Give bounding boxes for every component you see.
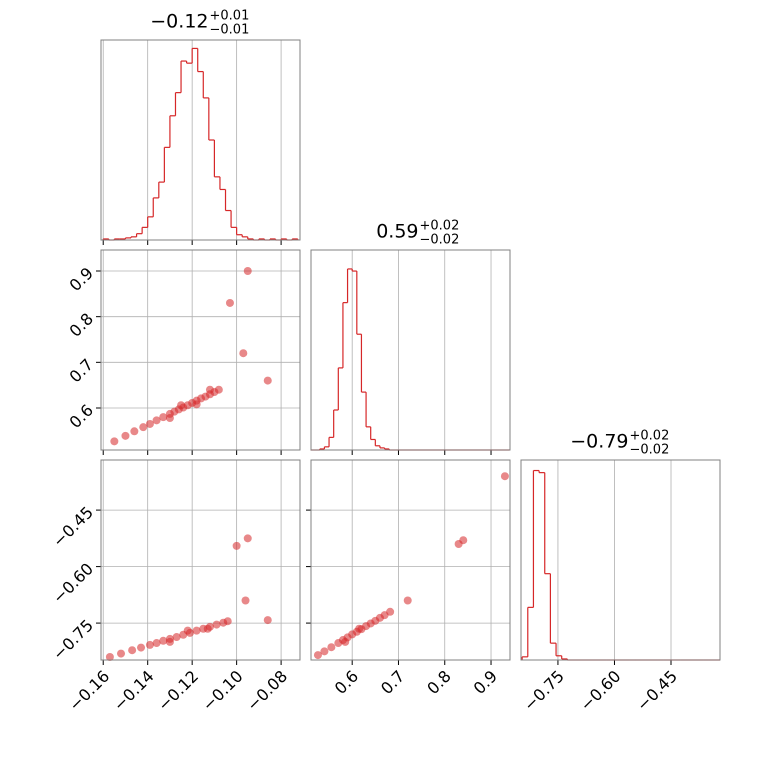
y-tick-label: 0.8 [66, 309, 97, 340]
sample-point [212, 620, 221, 629]
x-tick-label: 0.8 [423, 667, 454, 698]
sample-point [203, 624, 212, 633]
panel: 0.6 0.7 0.8 0.9 [66, 249, 301, 455]
x-tick-label: −0.75 [520, 667, 568, 715]
sample-point [165, 637, 174, 646]
sample-point [341, 637, 350, 646]
sample-point [223, 617, 232, 626]
x-tick-label: −0.60 [576, 667, 624, 715]
panel-title: −0.12 [150, 11, 208, 33]
y-tick-label: 0.7 [66, 355, 97, 386]
x-tick-label: 0.6 [331, 667, 362, 698]
sample-point [243, 534, 252, 543]
sample-point [172, 633, 181, 642]
sample-point [139, 423, 148, 432]
sample-point [500, 472, 509, 481]
axes-frame [310, 249, 511, 451]
axes-frame [100, 39, 301, 241]
sample-point [403, 596, 412, 605]
x-tick-label: −0.08 [243, 667, 291, 715]
sample-point [205, 385, 214, 394]
sample-point [313, 651, 322, 660]
sample-point [214, 385, 223, 394]
sample-point [327, 643, 336, 652]
sample-point [183, 626, 192, 635]
sample-point [225, 298, 234, 307]
axes-frame [520, 459, 721, 661]
sample-point [159, 413, 168, 422]
sample-point [386, 607, 395, 616]
panel: 0.6 0.7 0.8 0.9 [306, 459, 511, 698]
x-tick-label: −0.45 [633, 667, 681, 715]
panel: −0.75 −0.60 −0.45 −0.79 +0.02−0.02 [520, 429, 721, 715]
sample-point [239, 349, 248, 358]
sample-point [130, 427, 139, 436]
sample-point [152, 639, 161, 648]
panel: 0.59 +0.02−0.02 [310, 219, 511, 455]
sample-point [105, 652, 114, 661]
x-tick-label: −0.10 [199, 667, 247, 715]
sample-point [243, 267, 252, 276]
y-tick-label: 0.6 [66, 401, 97, 432]
x-tick-label: 0.7 [377, 667, 408, 698]
y-tick-label: −0.75 [49, 616, 97, 664]
title-lower: −0.02 [630, 443, 670, 458]
sample-point [192, 626, 201, 635]
sample-point [241, 596, 250, 605]
panel: −0.12 +0.01−0.01 [100, 9, 301, 245]
sample-point [117, 649, 126, 658]
axes-frame [100, 249, 301, 451]
sample-point [165, 414, 174, 423]
sample-point [152, 416, 161, 425]
x-tick-label: −0.14 [110, 667, 158, 715]
sample-point [177, 401, 186, 410]
title-lower: −0.02 [420, 233, 460, 248]
sample-point [232, 541, 241, 550]
sample-point [128, 646, 137, 655]
sample-point [459, 536, 468, 545]
title-upper: +0.02 [420, 219, 460, 234]
sample-point [355, 624, 364, 633]
axes-frame [310, 459, 511, 661]
sample-point [145, 640, 154, 649]
sample-point [320, 647, 329, 656]
y-tick-label: −0.45 [49, 503, 97, 551]
panel-title: 0.59 [376, 221, 418, 243]
y-tick-label: −0.60 [49, 559, 97, 607]
title-upper: +0.02 [630, 429, 670, 444]
sample-point [159, 636, 168, 645]
sample-point [121, 431, 130, 440]
panel-title: −0.79 [570, 431, 628, 453]
title-upper: +0.01 [210, 9, 250, 24]
panel: −0.16−0.14−0.12−0.10−0.08 −0.45 −0.60 −0.75 [49, 459, 301, 715]
sample-point [110, 437, 119, 446]
sample-point [263, 376, 272, 385]
x-tick-label: −0.16 [65, 667, 113, 715]
sample-point [192, 400, 201, 409]
sample-point [137, 643, 146, 652]
sample-point [145, 419, 154, 428]
x-tick-label: 0.9 [470, 667, 501, 698]
axes-frame [100, 459, 301, 661]
x-tick-label: −0.12 [154, 667, 202, 715]
y-tick-label: 0.9 [66, 264, 97, 295]
sample-point [263, 616, 272, 625]
title-lower: −0.01 [210, 23, 250, 38]
